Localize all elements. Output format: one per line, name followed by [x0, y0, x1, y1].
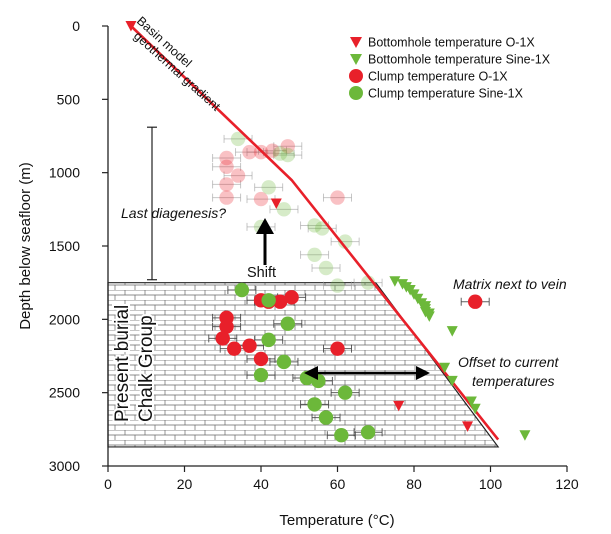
shifted-clump-temperature-sine-1x-point	[307, 218, 322, 233]
clump-temperature-o-1x-point	[284, 290, 299, 305]
x-tick-label: 0	[104, 476, 112, 492]
x-tick-label: 60	[330, 476, 346, 492]
x-axis-label: Temperature (°C)	[279, 512, 394, 529]
offset-label-line1: Offset to current	[458, 354, 559, 370]
bottomhole-temperature-sine-1x-point	[389, 276, 401, 287]
shifted-points	[219, 131, 376, 293]
legend-marker-circle	[349, 86, 363, 100]
clump-temperature-sine-1x-point	[253, 367, 269, 383]
last-diagenesis-label: Last diagenesis?	[121, 205, 226, 221]
legend-marker-circle	[349, 69, 363, 83]
shifted-clump-temperature-sine-1x-point	[272, 146, 288, 161]
chalk-group-label-line2: Chalk Group	[136, 315, 157, 422]
shifted-clump-temperature-o-1x-point	[242, 144, 257, 160]
geothermal-gradient-line	[130, 25, 500, 441]
shifted-clump-temperature-o-1x-point	[265, 143, 280, 158]
clump-temperature-o-1x-point	[215, 331, 230, 346]
y-tick-label: 1500	[49, 238, 80, 254]
clump-temperature-o-1x-point	[272, 294, 288, 309]
bottomhole-temperature-sine-1x-point	[519, 430, 531, 441]
shifted-clump-temperature-sine-1x-point	[330, 278, 345, 293]
legend-label: Bottomhole temperature Sine-1X	[368, 53, 551, 67]
y-tick-label: 500	[57, 91, 81, 107]
x-tick-label: 120	[555, 476, 579, 492]
clump-temperature-o-1x-point	[468, 294, 483, 309]
shift-label: Shift	[247, 265, 276, 281]
y-tick-label: 2500	[49, 385, 80, 401]
bottomhole-temperature-sine-1x-point	[446, 375, 458, 387]
y-tick-label: 2000	[49, 311, 80, 327]
legend-marker-triangle	[350, 54, 362, 65]
legend: Bottomhole temperature O-1X Bottomhole te…	[349, 36, 551, 101]
clump-temperature-sine-1x-point	[234, 282, 250, 298]
shifted-clump-temperature-sine-1x-point	[318, 260, 334, 276]
x-tick-label: 20	[177, 476, 193, 492]
clump-temperature-o-1x-point	[219, 319, 234, 334]
legend-marker-triangle	[350, 37, 362, 48]
clump-temperature-o-1x-point	[253, 351, 269, 367]
offset-arrow-head-left	[304, 366, 318, 380]
shift-arrow-head	[256, 218, 274, 234]
bottomhole-temperature-o-1x-point	[125, 21, 137, 32]
legend-label: Clump temperature O-1X	[368, 70, 508, 84]
y-tick-label: 1000	[49, 165, 80, 181]
y-axis-label: Depth below seafloor (m)	[17, 162, 34, 330]
shifted-clump-temperature-o-1x-point	[219, 159, 234, 174]
shifted-clump-temperature-sine-1x-point	[337, 234, 353, 249]
chalk-group-label-line1: Present burial	[112, 305, 133, 422]
shifted-clump-temperature-sine-1x-point	[307, 247, 322, 262]
x-axis-ticks: 0 20 40 60 80 100 120	[104, 466, 579, 492]
bottomhole-temperature-o-1x-point	[393, 400, 405, 412]
bottomhole-temperature-sine-1x-point	[469, 403, 481, 415]
shifted-clump-temperature-sine-1x-point	[280, 147, 295, 163]
clump-temperature-sine-1x-point	[334, 428, 349, 443]
x-tick-label: 100	[479, 476, 503, 492]
x-tick-label: 80	[406, 476, 422, 492]
bottomhole-temperature-o-1x-point	[270, 198, 282, 209]
clump-temperature-sine-1x-point	[276, 354, 292, 370]
clump-temperature-sine-1x-point	[280, 316, 295, 331]
clump-temperature-sine-1x-point	[261, 332, 276, 348]
clump-temperature-o-1x-point	[242, 338, 257, 353]
legend-label: Bottomhole temperature O-1X	[368, 36, 535, 50]
y-tick-label: 3000	[49, 458, 80, 474]
clump-temperature-sine-1x-point	[360, 425, 376, 440]
shifted-points-error-bars	[212, 134, 383, 290]
y-axis-ticks: 0 500 1000 1500 2000 2500 3000	[49, 18, 108, 474]
bottomhole-temperature-o-1x-point	[462, 421, 474, 432]
shifted-clump-temperature-o-1x-point	[219, 177, 234, 192]
last-diagenesis-range-bracket	[147, 126, 157, 281]
shifted-clump-temperature-o-1x-point	[230, 168, 246, 183]
shifted-clump-temperature-o-1x-point	[330, 190, 345, 205]
offset-label-line2: temperatures	[472, 373, 554, 389]
y-tick-label: 0	[72, 18, 80, 34]
shifted-clump-temperature-sine-1x-point	[261, 180, 276, 195]
geothermal-label-line2: geothermal gradient	[131, 29, 223, 114]
legend-label: Clump temperature Sine-1X	[368, 87, 524, 101]
matrix-next-to-vein-label: Matrix next to vein	[453, 276, 567, 292]
shifted-clump-temperature-sine-1x-point	[276, 202, 292, 217]
bottomhole-temperature-sine-1x-point	[465, 396, 477, 407]
clump-temperature-sine-1x-point	[337, 385, 353, 400]
shifted-clump-temperature-o-1x-point	[219, 190, 234, 205]
clump-temperature-sine-1x-point	[318, 410, 334, 425]
shifted-clump-temperature-o-1x-point	[280, 139, 295, 154]
shifted-clump-temperature-sine-1x-point	[230, 131, 246, 147]
bottomhole-temperature-sine-1x-point	[423, 311, 435, 322]
clump-temperature-sine-1x-point	[307, 397, 322, 412]
clump-temperature-o-1x-point	[330, 341, 345, 356]
clump-temperature-o-1x-point	[227, 341, 242, 356]
current-points	[125, 21, 531, 443]
bottomhole-temperature-sine-1x-point	[446, 326, 458, 337]
offset-arrow-head-right	[416, 366, 430, 380]
bottomhole-temperature-sine-1x-point	[439, 362, 451, 374]
clump-temperature-sine-1x-point	[261, 293, 276, 308]
shifted-clump-temperature-o-1x-point	[219, 150, 234, 166]
x-tick-label: 40	[253, 476, 269, 492]
shifted-clump-temperature-o-1x-point	[253, 191, 269, 207]
